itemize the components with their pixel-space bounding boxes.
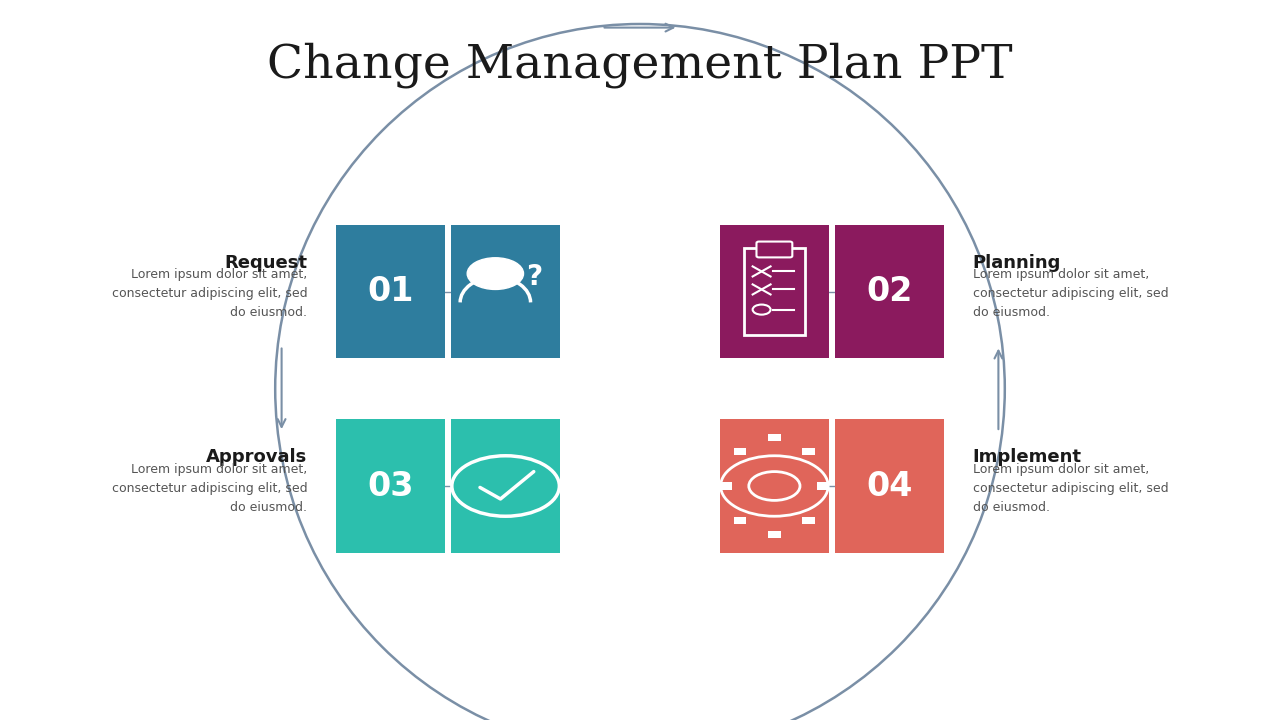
Text: 04: 04 — [867, 469, 913, 503]
FancyBboxPatch shape — [719, 225, 829, 359]
FancyBboxPatch shape — [803, 517, 815, 524]
Text: Implement: Implement — [973, 448, 1082, 467]
Text: Lorem ipsum dolor sit amet,
consectetur adipiscing elit, sed
do eiusmod.: Lorem ipsum dolor sit amet, consectetur … — [111, 463, 307, 513]
FancyBboxPatch shape — [335, 225, 445, 359]
FancyBboxPatch shape — [719, 419, 829, 553]
FancyBboxPatch shape — [768, 433, 781, 441]
Text: Lorem ipsum dolor sit amet,
consectetur adipiscing elit, sed
do eiusmod.: Lorem ipsum dolor sit amet, consectetur … — [111, 269, 307, 319]
FancyBboxPatch shape — [452, 225, 561, 359]
Text: Lorem ipsum dolor sit amet,
consectetur adipiscing elit, sed
do eiusmod.: Lorem ipsum dolor sit amet, consectetur … — [973, 269, 1169, 319]
Text: 02: 02 — [867, 275, 913, 308]
FancyBboxPatch shape — [835, 419, 943, 553]
FancyBboxPatch shape — [335, 419, 445, 553]
Text: Lorem ipsum dolor sit amet,
consectetur adipiscing elit, sed
do eiusmod.: Lorem ipsum dolor sit amet, consectetur … — [973, 463, 1169, 513]
Text: Planning: Planning — [973, 254, 1061, 271]
Text: ?: ? — [526, 264, 541, 291]
FancyBboxPatch shape — [733, 448, 746, 455]
Text: 01: 01 — [367, 275, 413, 308]
FancyBboxPatch shape — [733, 517, 746, 524]
FancyBboxPatch shape — [452, 419, 561, 553]
FancyBboxPatch shape — [817, 482, 829, 490]
Text: Change Management Plan PPT: Change Management Plan PPT — [268, 42, 1012, 88]
Text: 03: 03 — [367, 469, 413, 503]
Text: Approvals: Approvals — [206, 448, 307, 467]
FancyBboxPatch shape — [835, 225, 943, 359]
Text: Request: Request — [224, 254, 307, 271]
FancyBboxPatch shape — [803, 448, 815, 455]
FancyBboxPatch shape — [768, 531, 781, 539]
FancyBboxPatch shape — [756, 242, 792, 258]
FancyBboxPatch shape — [719, 482, 732, 490]
Circle shape — [467, 258, 524, 289]
